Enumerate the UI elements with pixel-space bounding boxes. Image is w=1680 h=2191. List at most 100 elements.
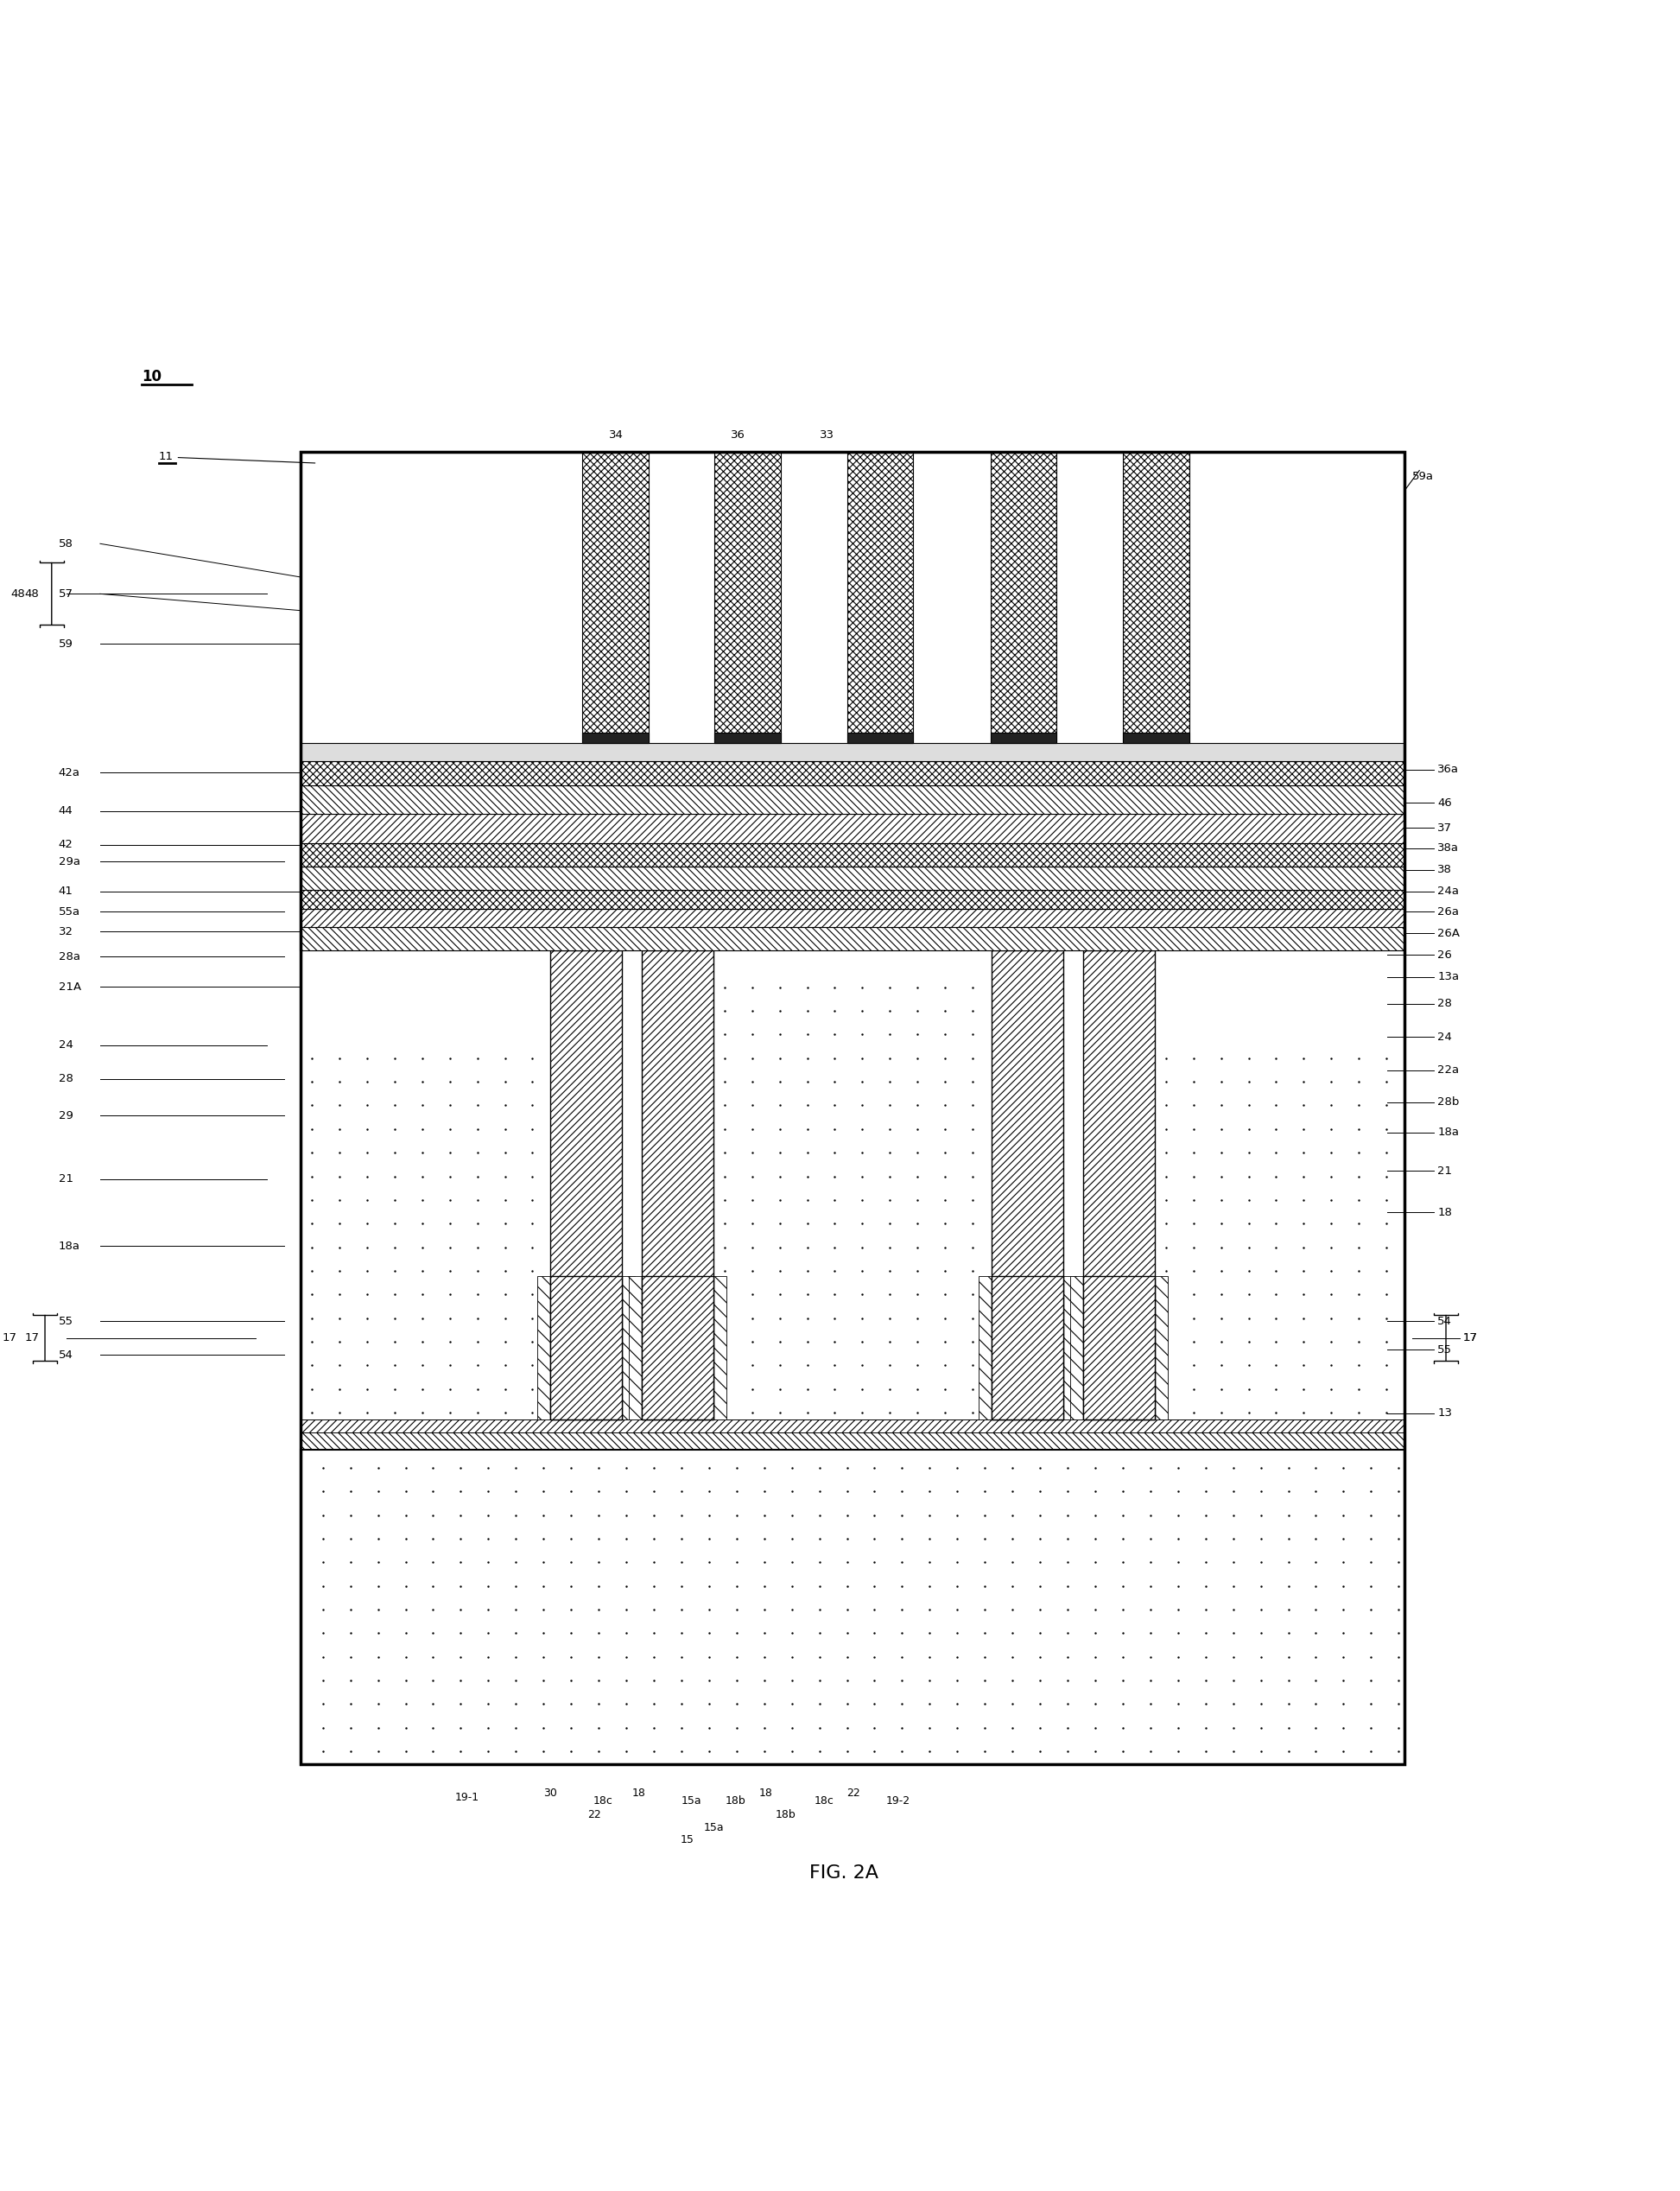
- Bar: [301, 1437, 1404, 1764]
- Text: 18b: 18b: [726, 1797, 746, 1808]
- Text: 58: 58: [59, 539, 72, 550]
- Text: 15a: 15a: [704, 1823, 724, 1834]
- Text: 17: 17: [1463, 1332, 1477, 1343]
- Text: 34: 34: [608, 429, 623, 440]
- Text: 44: 44: [59, 806, 72, 817]
- Text: 55: 55: [59, 1315, 72, 1328]
- Text: 30: 30: [544, 1788, 558, 1799]
- Text: 29: 29: [59, 1111, 72, 1122]
- Text: 17: 17: [1463, 1332, 1477, 1343]
- Text: 10: 10: [141, 368, 161, 383]
- Text: 59a: 59a: [1413, 471, 1435, 482]
- Text: 29a: 29a: [59, 857, 81, 868]
- Text: 28: 28: [1438, 997, 1452, 1010]
- Bar: [301, 1420, 1404, 1433]
- Text: 21A: 21A: [59, 982, 81, 993]
- Text: 24a: 24a: [1438, 885, 1460, 896]
- Bar: [538, 1275, 635, 1420]
- Bar: [301, 743, 1404, 762]
- Bar: [301, 451, 1404, 1764]
- Text: 21: 21: [59, 1174, 72, 1185]
- Text: 59: 59: [59, 638, 72, 649]
- Text: 13a: 13a: [1438, 971, 1460, 982]
- Bar: [991, 732, 1057, 743]
- Bar: [642, 951, 714, 1420]
- Bar: [301, 909, 1404, 927]
- Bar: [991, 451, 1057, 743]
- Text: 54: 54: [1438, 1315, 1452, 1328]
- Text: 17: 17: [2, 1332, 17, 1343]
- Bar: [301, 451, 1404, 951]
- Bar: [301, 865, 1404, 890]
- Text: 41: 41: [59, 885, 72, 896]
- Text: 46: 46: [1438, 798, 1452, 808]
- Text: 18c: 18c: [593, 1797, 613, 1808]
- Text: 28b: 28b: [1438, 1096, 1460, 1109]
- Bar: [847, 451, 914, 743]
- Bar: [301, 762, 1404, 784]
- Text: 26a: 26a: [1438, 905, 1460, 918]
- Bar: [301, 927, 1404, 951]
- Text: 55a: 55a: [59, 905, 81, 918]
- Text: 33: 33: [820, 429, 833, 440]
- Text: 26: 26: [1438, 949, 1452, 960]
- Text: 18: 18: [759, 1788, 773, 1799]
- Bar: [714, 451, 781, 743]
- Text: FIG. 2A: FIG. 2A: [810, 1865, 879, 1882]
- Bar: [1084, 1275, 1154, 1420]
- Text: 38: 38: [1438, 863, 1452, 876]
- Text: 48: 48: [10, 587, 25, 600]
- Text: 13: 13: [1438, 1407, 1452, 1420]
- Text: 36a: 36a: [1438, 765, 1460, 776]
- Bar: [301, 844, 1404, 865]
- Bar: [301, 1433, 1404, 1448]
- Bar: [301, 1448, 1404, 1764]
- Text: 57: 57: [59, 587, 72, 600]
- Text: 11: 11: [158, 451, 316, 462]
- Bar: [549, 1275, 622, 1420]
- Bar: [549, 951, 622, 1420]
- Bar: [1122, 451, 1189, 743]
- Text: 36: 36: [731, 429, 746, 440]
- Bar: [301, 1448, 1404, 1764]
- Bar: [1070, 1275, 1168, 1420]
- Bar: [581, 732, 648, 743]
- Text: 24: 24: [59, 1041, 72, 1052]
- Bar: [642, 1275, 714, 1420]
- Text: 28a: 28a: [59, 951, 81, 962]
- Text: 32: 32: [59, 927, 72, 938]
- Bar: [847, 732, 914, 743]
- Bar: [301, 890, 1404, 909]
- Bar: [581, 451, 648, 743]
- Bar: [301, 451, 1404, 951]
- Bar: [978, 1275, 1077, 1420]
- Text: 28: 28: [59, 1074, 72, 1085]
- Text: 15a: 15a: [682, 1797, 702, 1808]
- Text: 17: 17: [25, 1332, 40, 1343]
- Text: 18c: 18c: [813, 1797, 833, 1808]
- Text: 21: 21: [1438, 1166, 1452, 1177]
- Text: 18: 18: [632, 1788, 645, 1799]
- Text: 22a: 22a: [1438, 1065, 1460, 1076]
- Text: 48: 48: [25, 587, 39, 600]
- Bar: [991, 1275, 1063, 1420]
- Bar: [714, 732, 781, 743]
- Text: 19-2: 19-2: [885, 1797, 911, 1808]
- Bar: [991, 951, 1063, 1420]
- Text: 18: 18: [1438, 1207, 1452, 1218]
- Text: 55: 55: [1438, 1343, 1452, 1356]
- Text: 15: 15: [680, 1834, 694, 1845]
- Text: 54: 54: [59, 1350, 72, 1361]
- Text: 38a: 38a: [1438, 841, 1460, 854]
- Text: 37: 37: [1438, 822, 1452, 833]
- Text: 42a: 42a: [59, 767, 81, 778]
- Bar: [1122, 732, 1189, 743]
- Bar: [1084, 951, 1154, 1420]
- Text: 22: 22: [588, 1810, 601, 1821]
- Bar: [301, 451, 1404, 1764]
- Bar: [301, 784, 1404, 815]
- Text: 22: 22: [847, 1788, 860, 1799]
- Text: 18b: 18b: [774, 1810, 796, 1821]
- Text: 18a: 18a: [59, 1240, 81, 1251]
- Text: 24: 24: [1438, 1032, 1452, 1043]
